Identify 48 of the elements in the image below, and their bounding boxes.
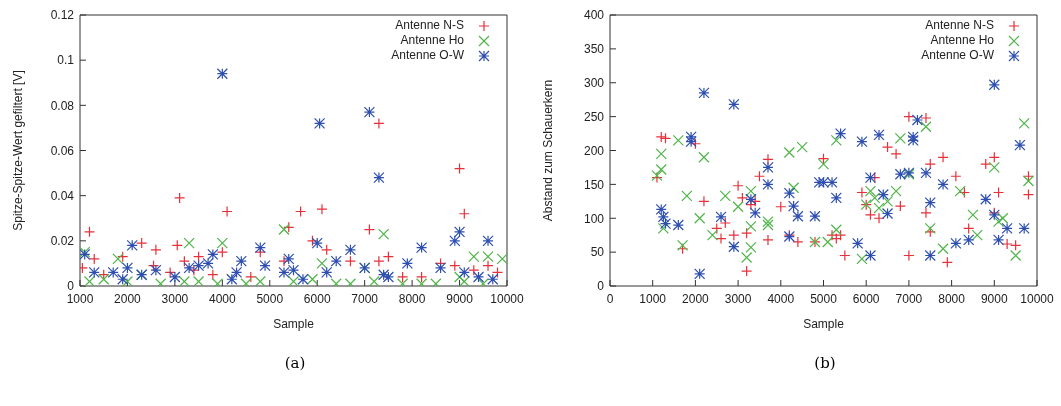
y-tick-label: 0.08 xyxy=(50,98,75,113)
legend-label: Antenne Ho xyxy=(930,33,994,48)
x-tick-label: 4000 xyxy=(208,291,236,306)
y-tick-label: 0.06 xyxy=(50,143,75,158)
legend-label: Antenne N-S xyxy=(925,18,994,33)
x-tick-label: 3000 xyxy=(161,291,189,306)
y-tick-label: 100 xyxy=(583,211,605,226)
x-axis-title: Sample xyxy=(803,317,845,331)
x-tick-label: 9000 xyxy=(446,291,474,306)
x-tick-label: 2000 xyxy=(114,291,142,306)
x-tick-label: 7000 xyxy=(895,291,923,306)
y-tick-label: 400 xyxy=(583,8,605,23)
y-tick-label: 0.1 xyxy=(57,53,75,68)
x-tick-label: 6000 xyxy=(852,291,880,306)
legend-label: Antenne N-S xyxy=(395,18,464,33)
y-tick-label: 50 xyxy=(590,245,605,260)
y-axis-title: Abstand zum Schauerkern xyxy=(541,79,556,222)
y-tick-label: 0 xyxy=(67,279,75,294)
x-tick-label: 5000 xyxy=(256,291,284,306)
x-tick-label: 7000 xyxy=(351,291,379,306)
y-tick-label: 350 xyxy=(583,42,605,57)
x-tick-label: 1000 xyxy=(66,291,94,306)
y-tick-label: 0.04 xyxy=(50,188,75,203)
y-tick-label: 0 xyxy=(597,279,605,294)
x-tick-label: 6000 xyxy=(303,291,331,306)
x-axis-title: Sample xyxy=(273,317,315,331)
y-tick-label: 250 xyxy=(583,109,605,124)
x-tick-label: 8000 xyxy=(398,291,426,306)
y-axis-title: Spitze-Spitze-Wert gefiltert [V] xyxy=(11,70,26,231)
x-tick-label: 5000 xyxy=(810,291,838,306)
x-tick-label: 10000 xyxy=(490,291,525,306)
x-tick-label: 3000 xyxy=(724,291,752,306)
x-tick-label: 10000 xyxy=(1020,291,1055,306)
x-tick-label: 2000 xyxy=(682,291,710,306)
text: (a) xyxy=(283,354,307,372)
x-tick-label: 1000 xyxy=(639,291,667,306)
x-tick-label: 8000 xyxy=(938,291,966,306)
x-tick-label: 9000 xyxy=(980,291,1008,306)
y-tick-label: 200 xyxy=(583,143,605,158)
y-tick-label: 150 xyxy=(583,177,605,192)
y-tick-label: 0.02 xyxy=(50,234,75,249)
legend-label: Antenne Ho xyxy=(400,33,464,48)
y-tick-label: 0.12 xyxy=(50,8,75,23)
x-tick-label: 4000 xyxy=(767,291,795,306)
text: (b) xyxy=(813,354,837,372)
y-tick-label: 300 xyxy=(583,76,605,91)
legend-label: Antenne O-W xyxy=(391,48,464,63)
legend-label: Antenne O-W xyxy=(921,48,994,63)
